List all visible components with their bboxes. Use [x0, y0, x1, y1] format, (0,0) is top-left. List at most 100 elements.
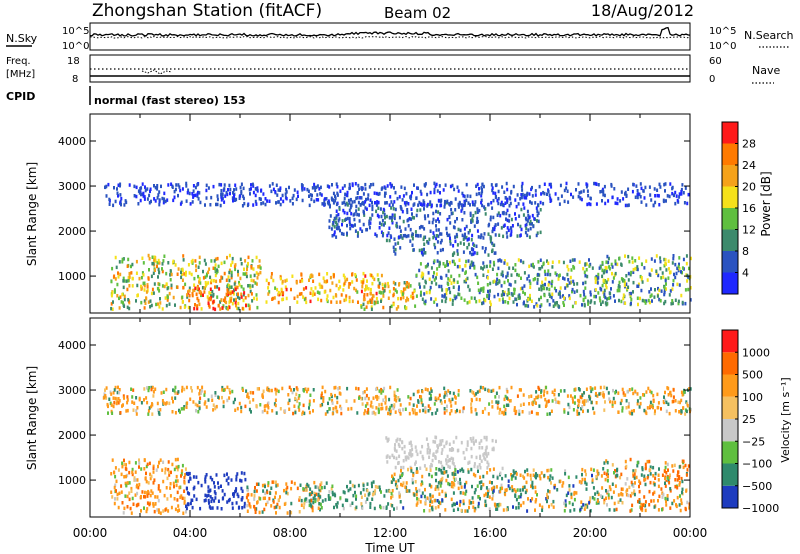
velocity-cell [307, 387, 310, 392]
velocity-cell [172, 481, 175, 486]
power-cell [215, 202, 217, 207]
power-cell [449, 290, 452, 295]
power-cell [349, 203, 352, 208]
velocity-cell [322, 399, 325, 403]
power-cell [641, 298, 644, 303]
velocity-cell [125, 474, 127, 479]
velocity-cell [540, 471, 543, 475]
power-cell [673, 272, 675, 277]
velocity-cell [199, 391, 202, 395]
velocity-cell [268, 496, 271, 501]
velocity-cell [360, 397, 363, 401]
velocity-cell [166, 497, 169, 501]
power-cell [490, 183, 493, 187]
power-cell [671, 287, 674, 291]
velocity-cell [501, 486, 504, 491]
power-cell [664, 258, 667, 262]
velocity-cell [380, 402, 383, 407]
velocity-cell [485, 492, 487, 496]
velocity-cell [112, 396, 115, 400]
velocity-cell [314, 499, 317, 504]
velocity-cell [584, 469, 587, 473]
velocity-cell [255, 404, 258, 409]
velocity-cell [164, 508, 167, 512]
power-cell [421, 253, 424, 257]
velocity-cell [421, 454, 424, 459]
power-cell [165, 282, 168, 287]
velocity-cell [203, 390, 206, 394]
power-cell [430, 297, 433, 301]
velocity-cell [524, 469, 526, 474]
velocity-cell [287, 393, 290, 397]
velocity-cell [290, 510, 293, 515]
velocity-cell [440, 481, 443, 485]
velocity-cell [168, 401, 171, 406]
power-cell [636, 193, 639, 197]
velocity-cell [132, 408, 135, 412]
velocity-cell [665, 409, 668, 414]
power-cell [192, 189, 195, 193]
velocity-cell [508, 399, 511, 403]
power-cell [413, 289, 416, 294]
power-cell [523, 271, 526, 275]
velocity-cell [217, 499, 220, 503]
velocity-cell [380, 387, 383, 392]
velocity-cell [559, 479, 562, 484]
power-cell [427, 241, 430, 245]
velocity-cell [525, 488, 528, 493]
power-cell [532, 265, 535, 269]
power-cell [353, 199, 356, 204]
velocity-cell [143, 387, 146, 391]
power-cell [580, 190, 583, 194]
power-cell [212, 184, 215, 189]
power-cell [231, 290, 234, 294]
power-cell [177, 193, 179, 198]
power-cell [188, 191, 191, 196]
power-cell [659, 266, 662, 271]
power-cell [285, 187, 288, 192]
velocity-cell [444, 399, 446, 404]
velocity-cell [573, 401, 576, 405]
colorbar-swatch [722, 186, 738, 208]
power-cell [653, 187, 656, 191]
velocity-cell [536, 412, 539, 416]
velocity-cell [483, 456, 486, 460]
power-cell [584, 280, 587, 285]
velocity-cell [513, 471, 516, 475]
power-cell [162, 259, 165, 263]
power-cell [601, 187, 604, 192]
velocity-cell [126, 408, 129, 413]
velocity-cell [110, 403, 113, 407]
power-cell [245, 274, 248, 279]
power-cell [582, 297, 585, 302]
nsky-trace [89, 26, 691, 37]
power-cell [227, 275, 230, 279]
power-cell [128, 271, 131, 276]
power-cell [480, 266, 483, 270]
power-cell [155, 302, 158, 307]
power-cell [331, 281, 334, 285]
power-cell [450, 274, 453, 279]
velocity-cell [405, 481, 408, 485]
power-cell [541, 283, 544, 288]
velocity-cell [477, 469, 479, 473]
power-cell [619, 199, 622, 203]
velocity-cell [647, 386, 650, 391]
power-cell [220, 195, 223, 199]
power-cell [192, 193, 195, 198]
velocity-cell [500, 483, 503, 488]
velocity-cell [420, 398, 423, 402]
power-cell [676, 266, 679, 271]
power-cell [308, 203, 311, 208]
power-cell [473, 251, 476, 255]
power-cell [505, 181, 508, 186]
power-cell [569, 280, 572, 285]
velocity-cell [170, 470, 172, 475]
power-cell [507, 228, 510, 233]
velocity-cell [232, 400, 235, 405]
cpid-text: normal (fast stereo) 153 [94, 94, 246, 107]
velocity-cell [454, 401, 457, 405]
power-cell [429, 285, 432, 290]
velocity-cell [585, 472, 587, 477]
velocity-cell [674, 409, 677, 413]
